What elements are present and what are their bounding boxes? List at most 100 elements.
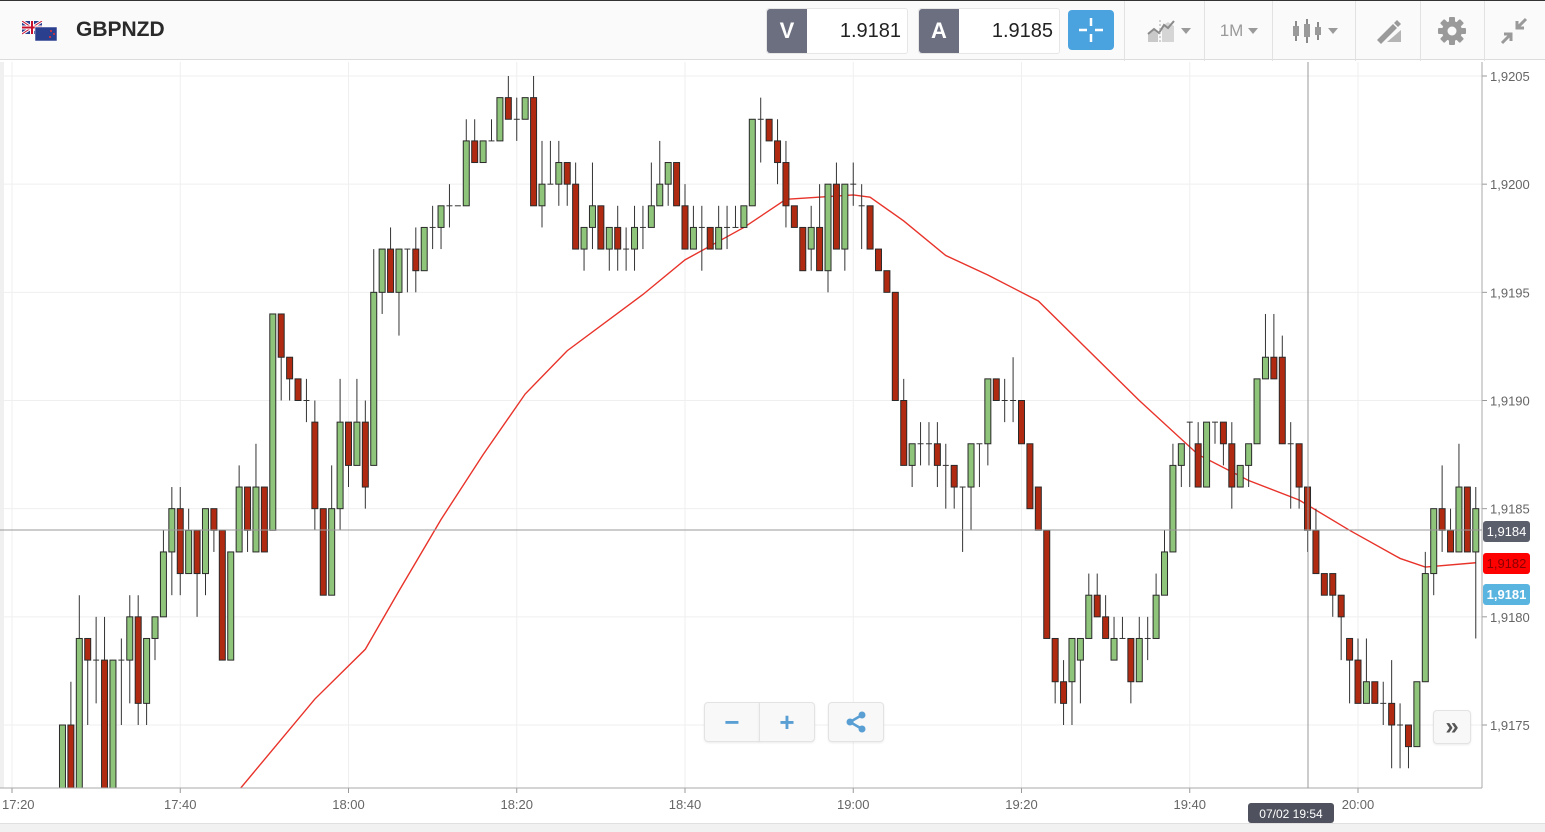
candle-body (1270, 356, 1278, 380)
candle (832, 162, 840, 250)
candle (488, 119, 495, 142)
candle (1186, 421, 1193, 488)
candle (134, 595, 142, 725)
candle (67, 681, 75, 788)
candle-body (664, 162, 672, 185)
candle-body (227, 551, 235, 661)
candle-body (67, 724, 75, 788)
candle (942, 443, 949, 509)
candle (841, 183, 849, 271)
candle (555, 140, 563, 206)
candle-body (1102, 616, 1110, 639)
candle (1329, 573, 1337, 617)
moving-average-layer (239, 194, 1476, 788)
candle (664, 162, 672, 206)
candle (1152, 573, 1160, 639)
candle-body (336, 421, 344, 510)
settings-button[interactable] (1432, 9, 1472, 53)
chart-type-dropdown[interactable] (1282, 9, 1346, 53)
candle (143, 637, 151, 725)
candle (521, 97, 529, 120)
sell-price-box[interactable]: V 1.9181 (766, 8, 908, 54)
candle (513, 97, 520, 141)
candle (294, 378, 302, 402)
candle-body (311, 421, 319, 510)
crosshair-time-box (1248, 803, 1334, 823)
crosshair-button[interactable] (1068, 10, 1114, 50)
y-tick-label: 1,9205 (1490, 69, 1530, 84)
candle (1236, 464, 1244, 488)
candle (1161, 530, 1169, 596)
candle-body (1447, 529, 1455, 553)
candle (1320, 573, 1328, 596)
candle (1135, 616, 1143, 683)
x-tick-label: 18:40 (669, 797, 702, 812)
candle (319, 508, 327, 596)
candle-body (580, 226, 588, 250)
x-tick-label: 19:00 (837, 797, 870, 812)
candle-body (412, 248, 420, 272)
candle-body (715, 226, 723, 250)
candle (75, 595, 83, 788)
candle-body (1404, 724, 1412, 748)
candle (605, 226, 613, 271)
candle-body (235, 486, 243, 553)
timeframe-dropdown[interactable]: 1M (1212, 9, 1266, 53)
x-tick-label: 17:40 (164, 797, 197, 812)
candle (126, 595, 134, 704)
plot-background (0, 62, 1482, 788)
drawing-tools-button[interactable] (1370, 9, 1406, 53)
candle (345, 421, 352, 488)
collapse-button[interactable] (1496, 9, 1532, 53)
candle (1245, 443, 1253, 488)
candle (1287, 422, 1294, 509)
candle-body (900, 400, 908, 466)
candle (1026, 443, 1034, 510)
buy-price-box[interactable]: A 1.9185 (918, 8, 1060, 54)
candle-body (210, 508, 218, 531)
timeframe-label: 1M (1219, 21, 1244, 40)
candle-body (605, 226, 613, 250)
candle (109, 659, 117, 788)
candle (530, 76, 538, 207)
candle-body (159, 551, 167, 618)
scroll-to-latest-button[interactable]: » (1433, 710, 1471, 744)
candle (1034, 486, 1042, 531)
candle (580, 226, 588, 271)
candle (950, 464, 958, 509)
indicators-dropdown[interactable] (1138, 9, 1198, 53)
candle-body (740, 205, 748, 228)
candle-body (101, 659, 109, 788)
candle-body (706, 226, 714, 250)
candle-body (378, 248, 386, 293)
candle (866, 205, 874, 250)
zoom-out-button[interactable]: − (704, 702, 760, 742)
candle-body (504, 97, 512, 120)
candle (1346, 637, 1354, 704)
candle (1421, 551, 1429, 683)
crosshair-layer: 07/02 19:54 (0, 62, 1482, 823)
candle (311, 400, 319, 531)
candle-body (1177, 443, 1185, 466)
candle (1194, 422, 1202, 488)
candle-body (538, 183, 546, 207)
candle (1043, 529, 1051, 639)
candle (917, 422, 924, 466)
chart-grid (0, 62, 1482, 788)
candle-body (1203, 421, 1211, 488)
candle (471, 119, 479, 164)
candle-body (1068, 637, 1076, 683)
candle (51, 790, 57, 823)
candle (1388, 660, 1396, 769)
zoom-in-button[interactable]: + (759, 702, 815, 742)
share-button[interactable] (828, 702, 884, 742)
candle (572, 162, 580, 250)
candle (395, 248, 403, 336)
candle-body (572, 183, 580, 250)
candle-body (1219, 421, 1227, 445)
candle-body (1253, 378, 1261, 445)
candle-body (765, 118, 773, 142)
candle (496, 97, 504, 142)
candle-body (799, 226, 807, 272)
